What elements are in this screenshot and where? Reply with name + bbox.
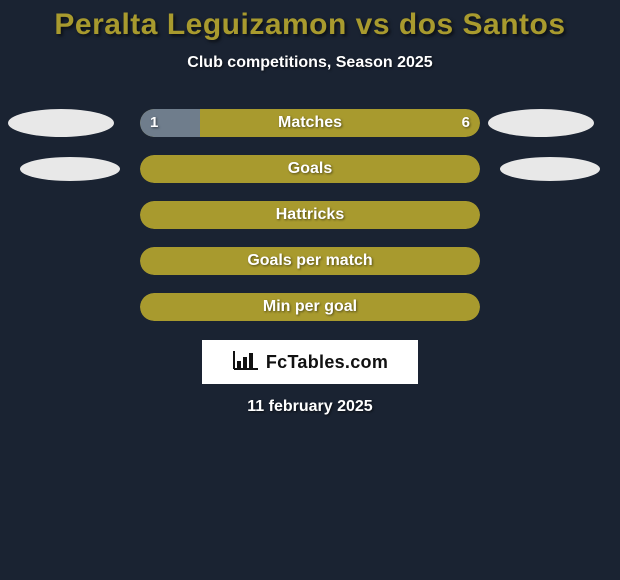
team-badge-right — [488, 109, 594, 137]
barchart-icon — [232, 349, 260, 376]
stat-bar: Goals — [140, 155, 480, 183]
bar-right-segment — [140, 201, 480, 229]
bar-right-segment — [140, 293, 480, 321]
stat-bar: Goals per match — [140, 247, 480, 275]
team-badge-left — [8, 109, 114, 137]
stat-value-left: 1 — [150, 109, 158, 137]
logo-text: FcTables.com — [266, 352, 388, 373]
comparison-chart: Matches16GoalsHattricksGoals per matchMi… — [0, 100, 620, 330]
comparison-card: Peralta Leguizamon vs dos Santos Club co… — [0, 0, 620, 416]
stat-bar: Hattricks — [140, 201, 480, 229]
bar-left-segment — [140, 109, 200, 137]
bar-right-segment — [140, 247, 480, 275]
stat-bar: Matches16 — [140, 109, 480, 137]
subtitle: Club competitions, Season 2025 — [0, 54, 620, 72]
stat-row: Hattricks — [0, 192, 620, 238]
team-badge-left — [20, 157, 120, 181]
stat-value-right: 6 — [462, 109, 470, 137]
stat-bar: Min per goal — [140, 293, 480, 321]
team-badge-right — [500, 157, 600, 181]
logo-badge: FcTables.com — [202, 340, 418, 384]
page-title: Peralta Leguizamon vs dos Santos — [0, 8, 620, 42]
bar-right-segment — [140, 155, 480, 183]
stat-row: Min per goal — [0, 284, 620, 330]
stat-row: Goals per match — [0, 238, 620, 284]
date-label: 11 february 2025 — [0, 398, 620, 416]
